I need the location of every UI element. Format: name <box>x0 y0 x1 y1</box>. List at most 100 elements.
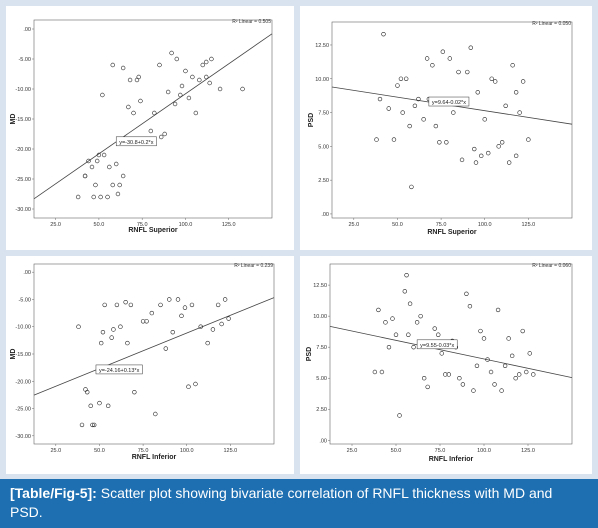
chart-3-data-point <box>464 291 469 296</box>
chart-0-x-tick-label: 100.0 <box>179 222 193 228</box>
chart-0-data-point <box>179 83 185 89</box>
chart-0-data-point <box>107 164 112 170</box>
chart-2-data-point <box>167 297 172 302</box>
chart-1-data-point <box>475 90 480 95</box>
chart-3-data-point <box>517 372 522 377</box>
chart-1-data-point <box>513 153 519 159</box>
chart-3-fit-equation: y=9.55-0.03*x <box>416 339 458 350</box>
scatter-chart-md-inferior: .00 -5.00 -10.00 -15.00 -20.00 -25.00 -30.00 25… <box>10 263 275 461</box>
chart-1-y-tick-label: 12.50 <box>315 43 329 49</box>
chart-0-x-tick-label: 25.0 <box>50 222 61 228</box>
scatter-chart-psd-superior: .00 2.50 5.00 7.50 10.00 12.50 25.0 50.0 75.0 100… <box>308 21 573 236</box>
chart-1-data-point <box>473 160 479 165</box>
chart-1-data-point <box>444 140 449 145</box>
chart-2-y-tick-label: -20.00 <box>15 379 31 385</box>
chart-3-data-point <box>524 369 529 375</box>
chart-2-data-point <box>92 422 97 428</box>
chart-2-data-point <box>90 422 95 428</box>
chart-3-data-point <box>488 369 494 375</box>
chart-2-data-point <box>118 324 123 329</box>
chart-1-data-point <box>433 123 439 129</box>
chart-1-data-point <box>400 110 405 115</box>
chart-0-data-point <box>204 74 209 80</box>
chart-3-data-point <box>481 336 487 341</box>
chart-1-data-point <box>482 117 487 122</box>
chart-1-data-point <box>381 31 386 37</box>
chart-0-data-point <box>162 131 167 137</box>
chart-3-x-tick-label: 75.0 <box>435 448 446 454</box>
chart-2-data-point <box>88 403 93 409</box>
chart-2-data-point <box>105 403 111 409</box>
chart-1-data-point <box>409 184 414 190</box>
chart-3-data-point <box>457 376 462 381</box>
chart-3-data-point <box>421 376 427 381</box>
chart-1-y-tick-label: 10.00 <box>315 77 329 83</box>
chart-2-y-tick-label: -30.00 <box>15 434 31 440</box>
chart-1-data-point <box>499 140 505 145</box>
chart-3-data-point <box>471 388 476 393</box>
chart-0-data-point <box>86 158 91 164</box>
chart-0-y-tick-label: -5.00 <box>18 57 31 63</box>
chart-3-data-point <box>460 382 466 387</box>
chart-1-data-point <box>416 96 421 102</box>
chart-0-data-point <box>240 86 245 92</box>
chart-1-x-tick-label: 25.0 <box>348 222 359 228</box>
chart-0-data-point <box>117 182 122 188</box>
chart-3-x-axis-label: RNFL Inferior <box>429 456 474 463</box>
chart-2-data-point <box>114 302 120 308</box>
chart-3-data-point <box>432 326 437 331</box>
chart-1-data-point <box>493 79 498 84</box>
chart-2-data-point <box>123 299 128 305</box>
chart-3-data-point <box>425 384 430 390</box>
chart-2-data-point <box>179 313 184 319</box>
chart-1-data-point <box>472 146 477 152</box>
chart-3-data-point <box>499 388 504 393</box>
chart-1-data-point <box>451 110 456 115</box>
chart-0-y-tick-label: -15.00 <box>15 117 31 123</box>
chart-0-fit-equation-label: y=-30.8+0.2*x <box>119 140 153 146</box>
chart-3-data-point <box>527 351 532 356</box>
chart-3-y-tick-label: 10.00 <box>313 314 327 320</box>
chart-2-data-point <box>76 324 81 329</box>
chart-3-x-tick-label: 100.0 <box>477 448 491 454</box>
caption-label: [Table/Fig-5]: <box>10 485 97 501</box>
chart-0-data-point <box>110 62 115 68</box>
chart-3-y-tick-label: 12.50 <box>313 283 327 289</box>
chart-2-data-point <box>128 302 134 308</box>
chart-3-data-point <box>492 382 497 387</box>
chart-3-data-point <box>397 413 402 418</box>
chart-1-data-point <box>398 76 404 81</box>
chart-0-x-tick-label: 50.0 <box>94 222 105 228</box>
chart-3-x-tick-label: 25.0 <box>347 448 358 454</box>
chart-1-data-point <box>489 76 494 81</box>
chart-2-fit-equation-box <box>95 364 143 375</box>
chart-1-fit-equation-box <box>428 96 470 107</box>
chart-1-data-point <box>526 137 531 142</box>
chart-2-data-point <box>186 384 191 389</box>
chart-2-data-point <box>222 297 228 302</box>
chart-3-y-tick-label: 2.50 <box>316 407 327 413</box>
scatter-panel-md-inferior: .00 -5.00 -10.00 -15.00 -20.00 -25.00 -30.00 25… <box>6 256 294 474</box>
chart-2-data-point <box>140 319 146 324</box>
chart-2-x-tick-label: 50.0 <box>94 448 105 454</box>
chart-3-data-point <box>485 357 490 362</box>
chart-0-x-axis-label: RNFL Superior <box>128 227 178 234</box>
chart-1-data-point <box>391 137 397 142</box>
chart-1-data-point <box>421 117 426 122</box>
chart-3-data-point <box>474 363 480 368</box>
chart-2-fit-equation: y=-24.16+0.13*x <box>95 364 143 375</box>
chart-3-data-point <box>414 320 420 325</box>
chart-1-fit-equation-label: y=9.64-0.02*x <box>432 100 466 106</box>
chart-1-data-point <box>456 69 461 75</box>
chart-0-data-point <box>100 92 105 98</box>
chart-3-fit-line <box>329 325 573 378</box>
chart-2-data-point <box>149 310 155 316</box>
chart-0-data-point <box>174 56 180 62</box>
chart-1-data-point <box>468 45 473 50</box>
chart-0-data-point <box>98 194 103 200</box>
scatter-chart-psd-inferior: .00 2.50 5.00 7.50 10.00 12.50 25.0 50.0 75.0 100… <box>306 263 573 463</box>
chart-0-data-point <box>169 50 174 56</box>
chart-3-data-point <box>402 289 408 294</box>
chart-3-data-point <box>376 307 381 313</box>
